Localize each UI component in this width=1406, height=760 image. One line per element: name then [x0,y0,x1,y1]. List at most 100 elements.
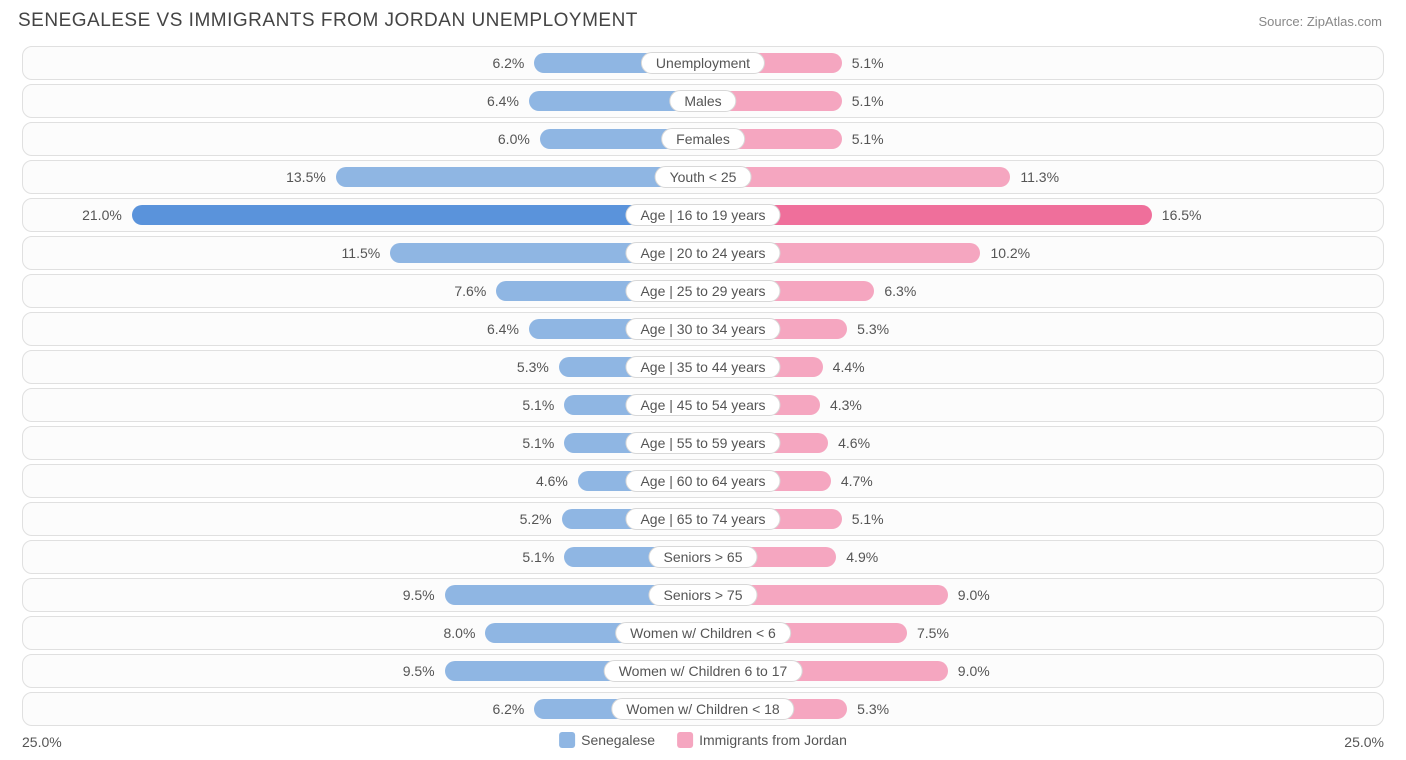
track-right: 4.3% [703,389,1383,421]
axis-max-left: 25.0% [22,734,62,750]
track-left: 13.5% [23,161,703,193]
track-right: 16.5% [703,199,1383,231]
bar-left: 21.0% [132,205,703,225]
chart-row: 7.6% 6.3% Age | 25 to 29 years [22,274,1384,308]
track-left: 8.0% [23,617,703,649]
row-label: Age | 20 to 24 years [625,242,780,264]
track-right: 4.6% [703,427,1383,459]
value-right: 5.3% [847,321,889,337]
value-right: 5.3% [847,701,889,717]
value-right: 10.2% [980,245,1030,261]
track-left: 6.2% [23,693,703,725]
track-right: 5.1% [703,123,1383,155]
row-label: Women w/ Children 6 to 17 [604,660,803,682]
value-left: 6.0% [498,131,540,147]
chart-row: 11.5% 10.2% Age | 20 to 24 years [22,236,1384,270]
value-right: 7.5% [907,625,949,641]
value-left: 5.1% [522,549,564,565]
value-left: 21.0% [82,207,132,223]
axis-max-right: 25.0% [1344,734,1384,750]
legend-label-right: Immigrants from Jordan [699,732,847,748]
chart-footer: 25.0% Senegalese Immigrants from Jordan … [0,730,1406,760]
row-label: Women w/ Children < 18 [611,698,794,720]
track-right: 5.3% [703,693,1383,725]
track-left: 9.5% [23,579,703,611]
track-left: 9.5% [23,655,703,687]
track-left: 21.0% [23,199,703,231]
track-right: 9.0% [703,655,1383,687]
chart-row: 6.4% 5.1% Males [22,84,1384,118]
row-label: Age | 60 to 64 years [625,470,780,492]
track-right: 4.9% [703,541,1383,573]
track-right: 6.3% [703,275,1383,307]
track-right: 4.4% [703,351,1383,383]
row-label: Age | 30 to 34 years [625,318,780,340]
value-left: 6.2% [492,55,534,71]
legend: Senegalese Immigrants from Jordan [559,732,847,748]
chart-row: 8.0% 7.5% Women w/ Children < 6 [22,616,1384,650]
legend-swatch-left [559,732,575,748]
row-label: Age | 45 to 54 years [625,394,780,416]
value-right: 5.1% [842,55,884,71]
track-left: 5.1% [23,389,703,421]
row-label: Age | 16 to 19 years [625,204,780,226]
value-right: 9.0% [948,587,990,603]
track-right: 5.1% [703,47,1383,79]
track-left: 11.5% [23,237,703,269]
value-left: 9.5% [403,587,445,603]
track-left: 5.1% [23,427,703,459]
chart-row: 5.1% 4.6% Age | 55 to 59 years [22,426,1384,460]
track-left: 5.2% [23,503,703,535]
value-left: 5.3% [517,359,559,375]
track-left: 5.3% [23,351,703,383]
chart-row: 6.4% 5.3% Age | 30 to 34 years [22,312,1384,346]
legend-label-left: Senegalese [581,732,655,748]
row-label: Age | 65 to 74 years [625,508,780,530]
value-right: 9.0% [948,663,990,679]
chart-row: 4.6% 4.7% Age | 60 to 64 years [22,464,1384,498]
chart-area: 6.2% 5.1% Unemployment 6.4% 5.1% Males 6.0% 5.1… [0,38,1406,726]
value-right: 4.7% [831,473,873,489]
value-left: 5.1% [522,435,564,451]
track-right: 9.0% [703,579,1383,611]
chart-row: 5.1% 4.3% Age | 45 to 54 years [22,388,1384,422]
track-right: 4.7% [703,465,1383,497]
value-right: 5.1% [842,93,884,109]
value-right: 6.3% [874,283,916,299]
track-right: 5.1% [703,503,1383,535]
row-label: Age | 55 to 59 years [625,432,780,454]
chart-row: 13.5%11.3%Youth < 25 [22,160,1384,194]
row-label: Age | 25 to 29 years [625,280,780,302]
value-left: 8.0% [443,625,485,641]
value-left: 11.5% [342,245,391,261]
value-right: 4.3% [820,397,862,413]
value-left: 9.5% [403,663,445,679]
chart-row: 9.5%9.0%Seniors > 75 [22,578,1384,612]
track-left: 6.4% [23,313,703,345]
value-right: 4.6% [828,435,870,451]
value-left: 5.2% [520,511,562,527]
row-label: Females [661,128,745,150]
value-left: 6.4% [487,321,529,337]
chart-row: 5.1% 4.9%Seniors > 65 [22,540,1384,574]
track-left: 6.4% [23,85,703,117]
value-left: 7.6% [454,283,496,299]
value-left: 6.4% [487,93,529,109]
chart-row: 5.3%4.4%Age | 35 to 44 years [22,350,1384,384]
track-right: 5.1% [703,85,1383,117]
chart-row: 21.0% 16.5% Age | 16 to 19 years [22,198,1384,232]
chart-row: 5.2% 5.1% Age | 65 to 74 years [22,502,1384,536]
value-right: 5.1% [842,511,884,527]
bar-left: 13.5% [336,167,703,187]
row-label: Women w/ Children < 6 [615,622,791,644]
value-right: 16.5% [1152,207,1202,223]
legend-item-right: Immigrants from Jordan [677,732,847,748]
value-right: 4.4% [823,359,865,375]
row-label: Seniors > 65 [649,546,758,568]
track-left: 4.6% [23,465,703,497]
row-label: Unemployment [641,52,765,74]
track-right: 10.2% [703,237,1383,269]
chart-header: SENEGALESE VS IMMIGRANTS FROM JORDAN UNE… [0,0,1406,38]
chart-row: 9.5% 9.0% Women w/ Children 6 to 17 [22,654,1384,688]
row-label: Males [669,90,736,112]
